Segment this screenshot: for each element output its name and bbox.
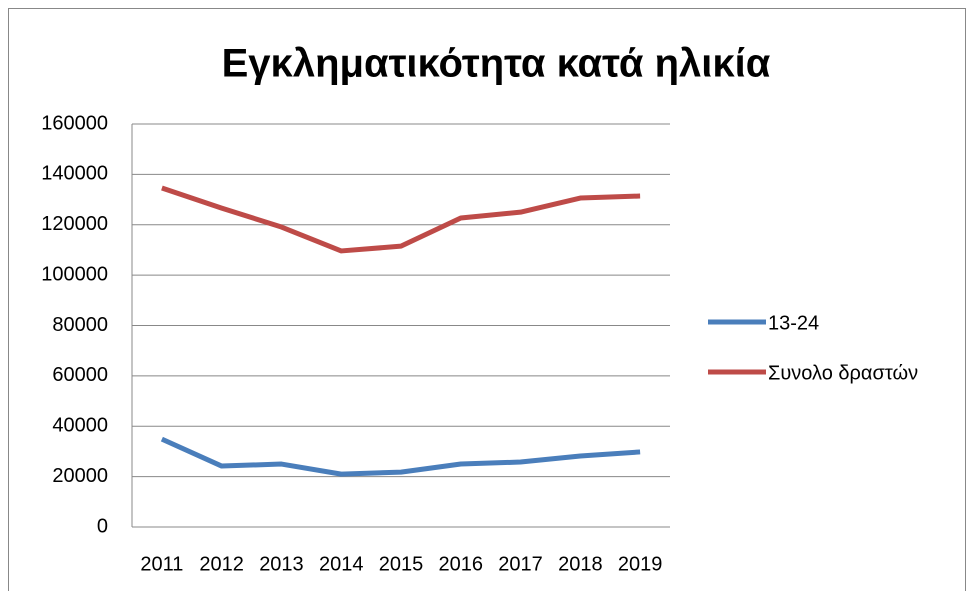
legend-label: 13-24 — [768, 312, 819, 334]
line-series — [160, 436, 641, 477]
chart-title: Εγκληματικότητα κατά ηλικία — [222, 42, 771, 86]
x-tick-label: 2019 — [618, 553, 663, 575]
x-tick-label: 2016 — [439, 553, 484, 575]
x-tick-label: 2012 — [199, 553, 244, 575]
x-tick-label: 2013 — [259, 553, 304, 575]
y-tick-label: 120000 — [41, 213, 108, 235]
x-tick-label: 2015 — [379, 553, 424, 575]
y-tick-label: 20000 — [52, 465, 108, 487]
y-tick-label: 40000 — [52, 415, 108, 437]
x-tick-label: 2018 — [558, 553, 603, 575]
x-tick-label: 2011 — [140, 553, 183, 575]
y-tick-label: 60000 — [52, 364, 108, 386]
y-tick-label: 80000 — [52, 314, 108, 336]
line-series — [161, 185, 641, 254]
y-tick-label: 0 — [97, 515, 108, 537]
chart-border — [8, 8, 966, 591]
x-tick-label: 2017 — [498, 553, 543, 575]
y-tick-label: 100000 — [41, 263, 108, 285]
legend-label: Συνολο δραστών — [768, 362, 918, 384]
y-tick-label: 140000 — [41, 163, 108, 185]
y-tick-label: 160000 — [41, 112, 108, 134]
x-tick-label: 2014 — [319, 553, 364, 575]
